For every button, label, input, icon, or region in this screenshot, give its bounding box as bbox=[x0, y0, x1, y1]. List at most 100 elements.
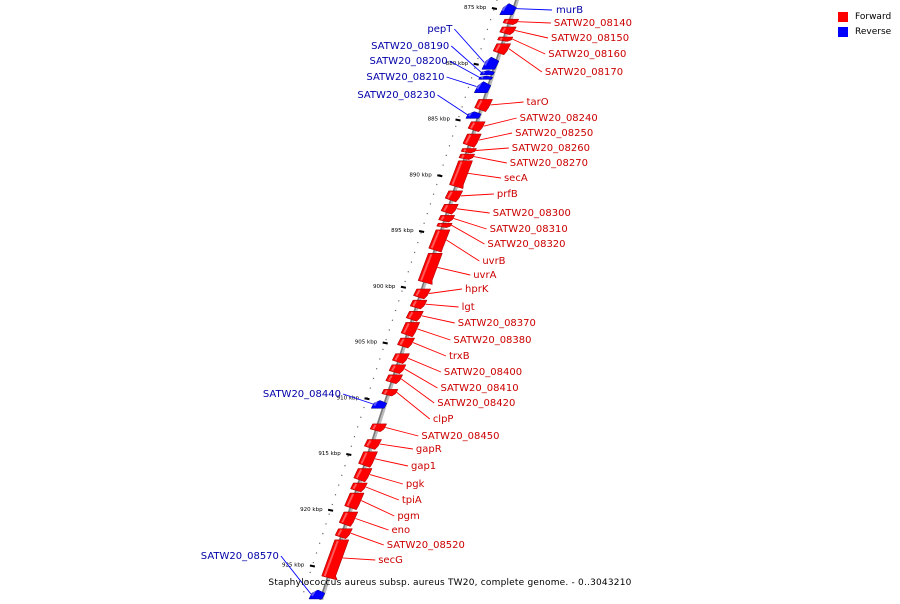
tick-label: 925 kbp bbox=[282, 563, 305, 569]
reverse-label-connector bbox=[450, 45, 482, 73]
tick-mark bbox=[327, 508, 334, 512]
forward-gene-11 bbox=[440, 203, 459, 215]
forward-label-connector bbox=[385, 426, 419, 437]
forward-label-connector bbox=[421, 315, 455, 324]
forward-gene-label: SATW20_08270 bbox=[510, 158, 588, 169]
gene-highlight bbox=[355, 469, 362, 479]
reverse-label-connector bbox=[454, 28, 485, 63]
tick-label: 920 kbp bbox=[300, 507, 323, 513]
forward-gene-label: SATW20_08320 bbox=[487, 239, 565, 250]
forward-label-connector bbox=[446, 239, 480, 262]
forward-gene-label: secG bbox=[378, 555, 403, 566]
forward-gene-25 bbox=[369, 423, 388, 432]
forward-gene-15 bbox=[417, 253, 443, 285]
gene-highlight bbox=[341, 512, 348, 523]
forward-gene-label: SATW20_08370 bbox=[458, 318, 536, 329]
reverse-label-connector bbox=[446, 76, 477, 88]
tick-mark bbox=[309, 564, 316, 568]
gene-highlight bbox=[484, 57, 490, 66]
forward-gene-29 bbox=[350, 482, 368, 493]
forward-gene-label: tpiA bbox=[402, 495, 422, 506]
reverse-swatch bbox=[838, 26, 848, 37]
forward-gene-label: eno bbox=[392, 525, 411, 536]
forward-gene-label: uvrA bbox=[473, 270, 496, 281]
genome-caption: Staphylococcus aureus subsp. aureus TW20… bbox=[268, 578, 632, 588]
gene-highlight bbox=[480, 76, 484, 79]
forward-gene-label: secA bbox=[504, 173, 528, 184]
reverse-gene-7 bbox=[308, 589, 326, 600]
reverse-gene-label: SATW20_08200 bbox=[370, 56, 448, 67]
gene-highlight bbox=[337, 529, 343, 536]
forward-label-connector bbox=[400, 378, 435, 404]
forward-label-connector bbox=[425, 303, 459, 308]
forward-gene-12 bbox=[438, 215, 456, 223]
forward-label-connector bbox=[412, 342, 447, 357]
forward-gene-26 bbox=[363, 439, 382, 450]
forward-gene-label: pgk bbox=[406, 479, 425, 490]
forward-gene-label: SATW20_08260 bbox=[512, 143, 590, 154]
gene-highlight bbox=[399, 338, 405, 346]
forward-label-connector bbox=[365, 486, 400, 501]
gene-highlight bbox=[495, 44, 501, 52]
forward-gene-10 bbox=[444, 190, 464, 203]
forward-gene-31 bbox=[338, 511, 359, 527]
gene-highlight bbox=[403, 322, 410, 334]
gene-highlight bbox=[443, 204, 449, 212]
tick-mark bbox=[400, 285, 407, 289]
forward-gene-label: SATW20_08520 bbox=[387, 540, 465, 551]
forward-gene-17 bbox=[409, 299, 428, 310]
gene-highlight bbox=[387, 375, 393, 382]
gene-highlight bbox=[383, 389, 388, 395]
gene-highlight bbox=[501, 27, 507, 33]
tick-label: 875 kbp bbox=[464, 5, 487, 11]
gene-highlight bbox=[415, 289, 421, 297]
reverse-gene-label: pepT bbox=[427, 24, 453, 35]
forward-label-connector bbox=[453, 217, 487, 230]
forward-gene-label: SATW20_08150 bbox=[551, 33, 629, 44]
tick-label: 885 kbp bbox=[428, 117, 451, 123]
gene-highlight bbox=[499, 37, 503, 41]
reverse-gene-label: SATW20_08570 bbox=[201, 551, 279, 562]
reverse-gene-6 bbox=[370, 400, 388, 409]
gene-highlight bbox=[394, 354, 400, 361]
forward-gene-3 bbox=[492, 43, 512, 56]
reverse-gene-5 bbox=[465, 111, 482, 119]
gene-highlight bbox=[346, 493, 354, 507]
forward-label-connector bbox=[361, 500, 395, 517]
forward-gene-label: prfB bbox=[497, 189, 518, 200]
forward-gene-13 bbox=[436, 222, 453, 228]
forward-gene-label: tarO bbox=[527, 97, 549, 108]
forward-label-connector bbox=[417, 328, 451, 341]
forward-gene-27 bbox=[358, 451, 378, 468]
forward-label-connector bbox=[451, 224, 485, 245]
gene-highlight bbox=[463, 148, 467, 152]
forward-label-connector bbox=[428, 288, 463, 294]
reverse-label-connector bbox=[514, 8, 553, 11]
forward-gene-label: SATW20_08240 bbox=[520, 113, 598, 124]
reverse-gene-label: SATW20_08440 bbox=[263, 389, 341, 400]
forward-gene-label: SATW20_08380 bbox=[453, 335, 531, 346]
legend-label-forward: Forward bbox=[855, 11, 892, 22]
gene-highlight bbox=[465, 134, 472, 144]
forward-label-connector bbox=[404, 368, 438, 389]
gene-highlight bbox=[323, 540, 339, 577]
gene-highlight bbox=[430, 230, 440, 249]
forward-gene-33 bbox=[321, 539, 350, 581]
forward-gene-label: lgt bbox=[462, 302, 475, 313]
forward-gene-4 bbox=[474, 99, 493, 112]
forward-gene-14 bbox=[428, 229, 451, 253]
forward-gene-5 bbox=[467, 121, 486, 133]
tick-label: 910 kbp bbox=[337, 395, 360, 401]
forward-gene-0 bbox=[502, 18, 520, 25]
forward-label-connector bbox=[460, 193, 494, 197]
forward-gene-label: gap1 bbox=[411, 461, 436, 472]
forward-gene-7 bbox=[460, 148, 477, 154]
gene-highlight bbox=[476, 82, 482, 90]
forward-label-connector bbox=[407, 357, 442, 373]
gene-highlight bbox=[447, 191, 453, 199]
forward-gene-9 bbox=[449, 160, 473, 189]
forward-gene-label: SATW20_08450 bbox=[421, 431, 499, 442]
forward-gene-6 bbox=[462, 133, 482, 148]
forward-label-connector bbox=[490, 101, 524, 106]
